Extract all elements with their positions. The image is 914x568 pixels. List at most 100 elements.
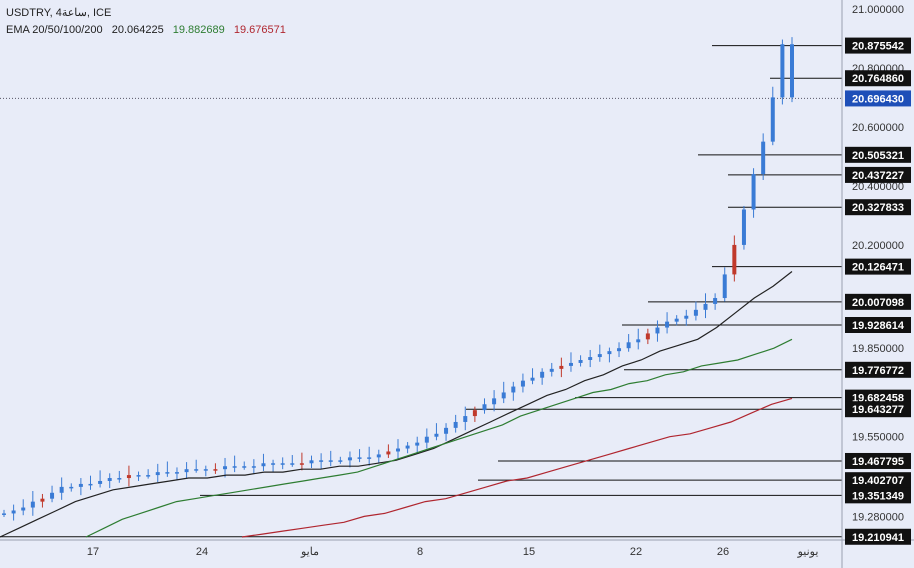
candle-body <box>174 472 179 474</box>
candle-body <box>367 457 372 459</box>
candle-body <box>617 348 622 352</box>
ema20-line <box>0 271 793 538</box>
level-price-tag <box>845 199 911 216</box>
candle-body <box>636 339 641 343</box>
candle-body <box>50 492 55 499</box>
level-price-label: 19.210941 <box>852 532 904 544</box>
x-tick-label: 26 <box>717 546 729 558</box>
candle-body <box>761 141 766 175</box>
candle-body <box>338 460 343 462</box>
level-price-label: 20.875542 <box>852 41 904 53</box>
candle-body <box>674 318 679 322</box>
candle-body <box>492 398 497 405</box>
symbol-legend[interactable]: USDTRY, 4ساعة, ICE <box>6 6 117 19</box>
level-price-tag <box>845 166 911 183</box>
candle-body <box>396 448 400 452</box>
candle-body <box>165 472 170 474</box>
x-tick-label: يونيو <box>797 546 819 558</box>
x-tick-label: 8 <box>417 546 423 558</box>
ema-legend[interactable]: EMA 20/50/100/200 20.064225 19.882689 19… <box>6 24 292 36</box>
level-price-tag <box>845 528 911 545</box>
candle-body <box>78 483 83 487</box>
level-price-tag <box>845 258 911 275</box>
y-tick-label: 19.550000 <box>852 432 904 444</box>
y-tick-label: 19.280000 <box>852 511 904 523</box>
candle-body <box>751 174 756 210</box>
level-price-tag <box>845 401 911 418</box>
candle-body <box>347 457 352 461</box>
candle-body <box>117 478 122 480</box>
candle-body <box>722 274 727 299</box>
candle-body <box>30 501 35 508</box>
candle-body <box>741 209 746 245</box>
candle-body <box>136 475 141 477</box>
x-tick-label: 15 <box>523 546 535 558</box>
candle-body <box>194 469 199 471</box>
x-tick-label: 22 <box>630 546 642 558</box>
candle-body <box>146 475 151 477</box>
candle-body <box>242 466 247 468</box>
candle-body <box>645 333 650 340</box>
candle-body <box>21 507 26 511</box>
candle-body <box>424 436 429 443</box>
level-price-label: 19.776772 <box>852 365 904 377</box>
level-price-label: 20.764860 <box>852 73 904 85</box>
candle-body <box>530 377 535 381</box>
candle-body <box>232 466 237 468</box>
level-price-tag <box>845 293 911 310</box>
x-tick-label: مايو <box>300 546 319 558</box>
candle-body <box>588 357 593 360</box>
candle-body <box>357 457 362 459</box>
level-price-tag <box>845 361 911 378</box>
candle-body <box>59 486 64 493</box>
candle-body <box>703 303 708 310</box>
candle-body <box>271 463 276 465</box>
level-price-label: 20.437227 <box>852 170 904 182</box>
candle-body <box>107 478 112 481</box>
ema-label: EMA 20/50/100/200 <box>6 24 103 36</box>
candle-body <box>540 371 545 378</box>
candle-body <box>511 386 516 393</box>
level-price-label: 20.327833 <box>852 202 904 214</box>
candle-body <box>319 460 324 462</box>
candle-body <box>665 321 670 328</box>
candle-body <box>549 368 554 372</box>
candle-body <box>472 410 477 417</box>
ema50-line <box>85 338 793 538</box>
candle-body <box>684 315 689 319</box>
candle-body <box>607 351 612 355</box>
level-price-label: 20.126471 <box>852 262 904 274</box>
ema50-value: 19.882689 <box>172 24 225 36</box>
level-price-tag <box>845 37 911 54</box>
symbol-title: USDTRY, 4ساعة, ICE <box>6 7 112 19</box>
candle-body <box>713 298 718 304</box>
candle-body <box>732 244 737 275</box>
level-price-label: 19.402707 <box>852 475 904 487</box>
x-tick-label: 17 <box>87 546 99 558</box>
level-price-label: 20.505321 <box>852 150 904 162</box>
ema100-line <box>241 397 793 538</box>
candle-body <box>790 44 794 98</box>
y-tick-label: 20.200000 <box>852 240 904 252</box>
level-price-label: 19.351349 <box>852 490 904 502</box>
candle-body <box>578 360 583 363</box>
candle-body <box>98 480 103 484</box>
candle-body <box>251 466 256 468</box>
candle-body <box>309 460 314 464</box>
level-price-tag <box>845 472 911 489</box>
candle-body <box>693 309 698 316</box>
candle-body <box>559 365 564 369</box>
candle-body <box>328 460 333 462</box>
y-tick-label: 20.600000 <box>852 122 904 134</box>
candle-body <box>155 472 160 476</box>
candle-body <box>126 475 131 479</box>
level-price-label: 19.643277 <box>852 404 904 416</box>
candle-body <box>40 498 45 502</box>
candle-body <box>69 486 74 489</box>
x-tick-label: 24 <box>196 546 208 558</box>
current-price-label: 20.696430 <box>852 93 904 105</box>
candle-body <box>482 404 487 411</box>
